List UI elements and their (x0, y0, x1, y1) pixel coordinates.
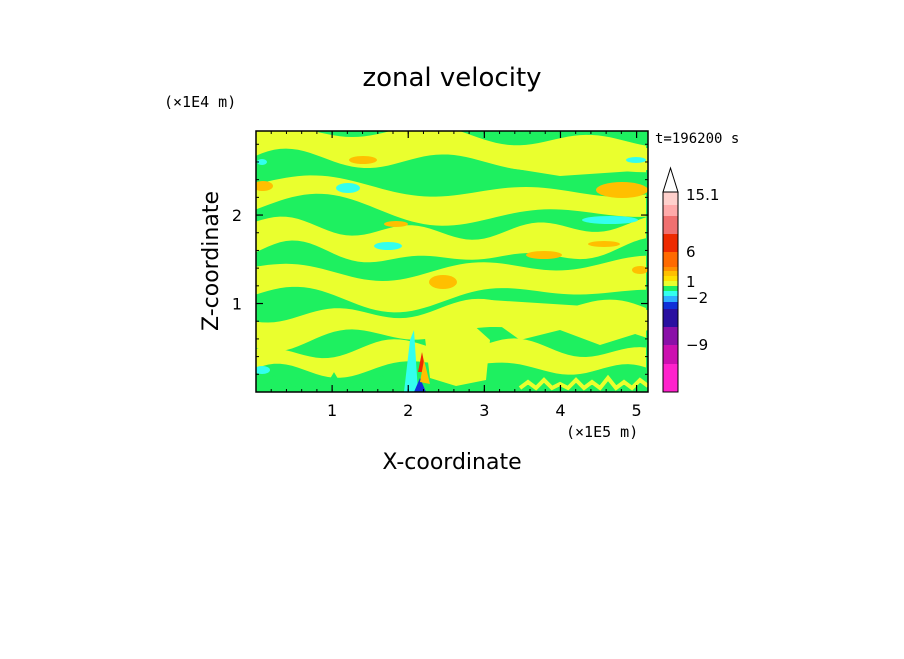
field-accents (256, 156, 648, 392)
blue-plume (414, 378, 426, 392)
x-axis: 1 2 3 4 5 (270, 131, 642, 420)
x-scale-label: (×1E5 m) (566, 423, 638, 441)
colorbar-swatch (663, 252, 678, 267)
colorbar-swatch (663, 296, 678, 302)
cyan-patch (626, 157, 646, 163)
x-tick-label: 1 (327, 401, 337, 420)
x-tick-label: 5 (631, 401, 641, 420)
colorbar-swatch (663, 364, 678, 392)
cyan-patch (582, 216, 638, 224)
orange-patch (256, 181, 273, 191)
x-tick-label: 2 (403, 401, 413, 420)
cyan-patch (336, 183, 360, 193)
colorbar-label: −9 (686, 336, 708, 354)
colorbar-swatch (663, 267, 678, 271)
surface-noise (518, 374, 648, 391)
cyan-patch (256, 366, 270, 374)
colorbar-swatch (663, 271, 678, 276)
y-axis: 12 (232, 143, 648, 375)
colorbar-swatch (663, 205, 678, 216)
chart-title: zonal velocity (362, 63, 541, 93)
orange-patch (526, 251, 562, 259)
colorbar-swatch (663, 276, 678, 281)
orange-patch (632, 266, 648, 274)
colorbar-frame (662, 191, 679, 393)
colorbar-swatch (663, 234, 678, 252)
x-axis-label: X-coordinate (382, 450, 521, 475)
surface-noise (256, 372, 402, 392)
orange-plume (420, 360, 430, 384)
colorbar-swatch (663, 286, 678, 291)
contour-field (256, 131, 648, 392)
colorbar-swatch (663, 192, 678, 205)
colorbar-swatch (663, 302, 678, 309)
yellow-band (424, 322, 490, 386)
colorbar: 15.1 6 1−2 −9 (662, 166, 719, 393)
orange-patch (596, 182, 648, 198)
y-tick-label: 2 (232, 206, 242, 225)
yellow-band (490, 300, 648, 345)
colorbar-swatch (663, 216, 678, 234)
orange-patch (588, 241, 620, 247)
plot-frame (255, 130, 649, 393)
cyan-patch (374, 242, 402, 250)
orange-patch (384, 221, 408, 227)
time-label: t=196200 s (655, 131, 739, 147)
colorbar-label: −2 (686, 289, 708, 307)
orange-patch (429, 275, 457, 289)
colorbar-label: 6 (686, 243, 696, 261)
cyan-plume (404, 330, 418, 392)
colorbar-arrow (662, 166, 679, 193)
colorbar-swatch (663, 281, 678, 286)
yellow-band (256, 216, 646, 263)
colorbar-swatch (663, 345, 678, 364)
colorbar-swatch (663, 327, 678, 345)
colorbar-swatch (663, 291, 678, 296)
colorbar-swatch (663, 309, 678, 327)
colorbar-label: 15.1 (686, 186, 719, 204)
y-axis-label: Z-coordinate (199, 191, 224, 331)
x-tick-label: 3 (479, 401, 489, 420)
colorbar-label: 1 (686, 273, 696, 291)
x-tick-label: 4 (555, 401, 565, 420)
y-scale-label: (×1E4 m) (164, 93, 236, 111)
cyan-patch (257, 159, 267, 165)
y-tick-label: 1 (232, 295, 242, 314)
orange-patch (349, 156, 377, 164)
yellow-band (500, 148, 648, 176)
